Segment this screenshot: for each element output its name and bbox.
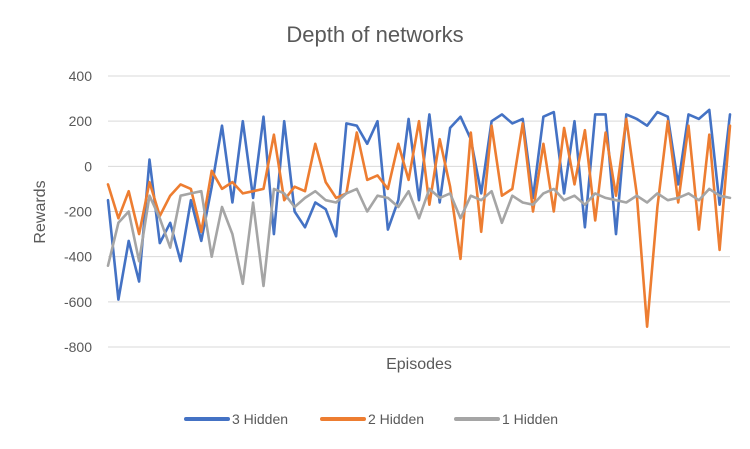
- x-axis-label: Episodes: [386, 356, 452, 373]
- y-tick-label: -800: [64, 339, 92, 355]
- legend-label: 2 Hidden: [368, 411, 424, 427]
- legend: 3 Hidden 2 Hidden 1 Hidden: [184, 411, 558, 427]
- legend-label: 1 Hidden: [502, 411, 558, 427]
- y-tick-label: -200: [64, 204, 92, 220]
- y-axis-ticks: 400 200 0 -200 -400 -600 -800: [64, 68, 92, 355]
- y-tick-label: -600: [64, 294, 92, 310]
- series-line-1-hidden: [106, 187, 732, 288]
- y-tick-label: 200: [69, 113, 93, 129]
- series-line-3-hidden: [106, 108, 732, 301]
- chart-title: Depth of networks: [286, 22, 463, 47]
- series-lines: [106, 108, 732, 329]
- y-tick-label: 0: [84, 158, 92, 174]
- y-axis-label: Rewards: [32, 180, 49, 243]
- legend-label: 3 Hidden: [232, 411, 288, 427]
- y-tick-label: -400: [64, 249, 92, 265]
- y-tick-label: 400: [69, 68, 93, 84]
- gridlines: [108, 75, 730, 348]
- series-line-2-hidden: [106, 117, 732, 329]
